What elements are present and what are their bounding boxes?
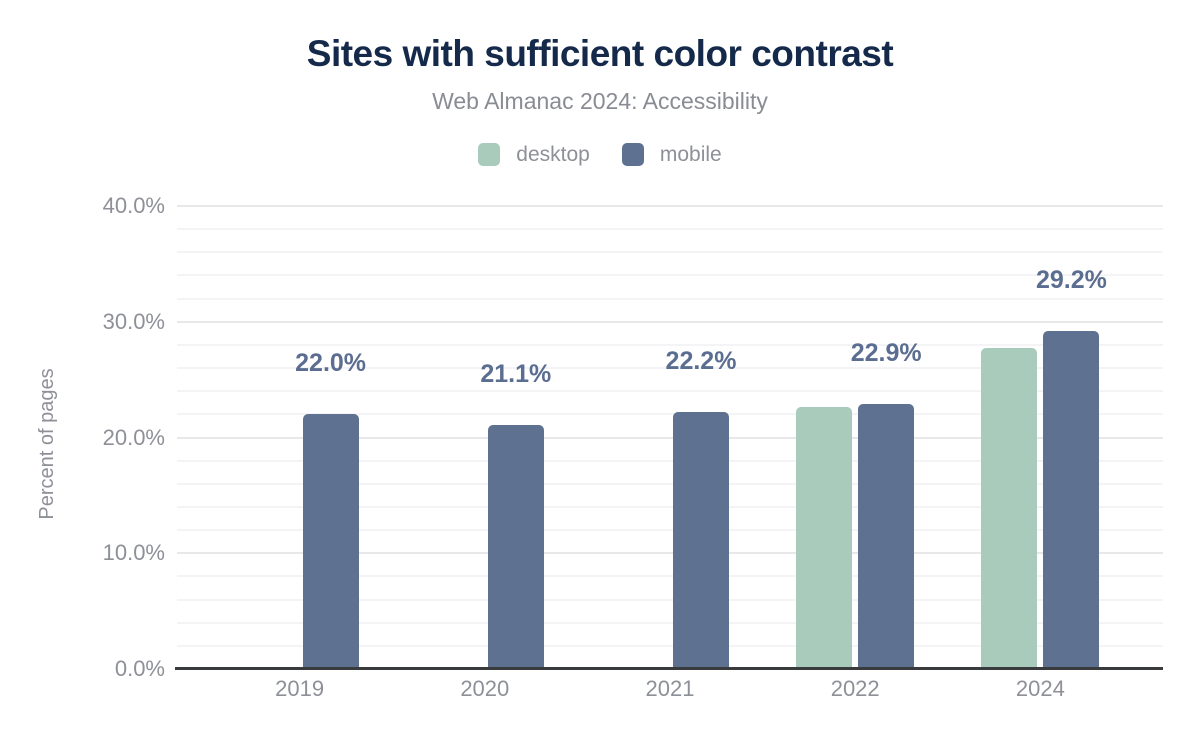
bar-mobile-2019 (302, 414, 359, 669)
bar-value-label-2021: 22.2% (665, 347, 737, 376)
minor-gridline (177, 343, 1163, 346)
major-gridline (177, 436, 1163, 439)
y-tick-label: 10.0% (102, 540, 165, 566)
bar-mobile-2022 (858, 403, 915, 669)
minor-gridline (177, 274, 1163, 277)
y-tick-label: 20.0% (102, 424, 165, 450)
legend-label-mobile: mobile (659, 143, 722, 166)
minor-gridline (177, 228, 1163, 231)
minor-gridline (177, 621, 1163, 624)
y-tick-label: 40.0% (102, 193, 165, 218)
minor-gridline (177, 505, 1163, 508)
minor-gridline (177, 644, 1163, 647)
bar-value-label-2024: 29.2% (1035, 266, 1107, 294)
legend-swatch-mobile-icon (621, 143, 644, 166)
minor-gridline (177, 367, 1163, 370)
x-tick-label-2024: 2024 (1015, 676, 1065, 701)
legend-label-desktop: desktop (516, 143, 590, 166)
bar-value-label-2020: 21.1% (480, 359, 552, 388)
major-gridline (177, 552, 1163, 555)
bar-value-label-2022: 22.9% (850, 338, 922, 367)
major-gridline (177, 320, 1163, 323)
y-tick-label: 30.0% (102, 308, 165, 334)
minor-gridline (177, 529, 1163, 532)
bar-desktop-2022 (796, 407, 853, 669)
bar-desktop-2024 (981, 348, 1038, 669)
bar-mobile-2021 (673, 412, 729, 669)
bar-value-label-2019: 22.0% (295, 349, 367, 378)
minor-gridline (177, 251, 1163, 254)
legend-item-mobile: mobile (621, 143, 722, 166)
chart-subtitle: Web Almanac 2024: Accessibility (432, 88, 768, 114)
legend: desktop mobile (0, 143, 1200, 166)
minor-gridline (177, 482, 1163, 485)
chart-title: Sites with sufficient color contrast (306, 33, 894, 74)
x-tick-label-2022: 2022 (830, 676, 880, 701)
major-gridline (177, 205, 1163, 207)
x-axis-line (175, 667, 1163, 670)
minor-gridline (177, 297, 1163, 300)
plot-area: 22.0% 2019 21.1% 2020 22.2% 2021 22.9% 2022 29.2… (177, 205, 1163, 701)
minor-gridline (177, 598, 1163, 601)
minor-gridline (177, 575, 1163, 578)
minor-gridline (177, 413, 1163, 416)
legend-item-desktop: desktop (478, 143, 590, 166)
legend-swatch-desktop-icon (478, 143, 501, 166)
x-tick-label-2021: 2021 (645, 676, 695, 701)
minor-gridline (177, 390, 1163, 393)
bar-mobile-2024 (1043, 331, 1100, 669)
x-tick-label-2019: 2019 (275, 676, 325, 701)
x-tick-label-2020: 2020 (460, 676, 510, 701)
minor-gridline (177, 459, 1163, 462)
bar-mobile-2020 (487, 424, 544, 669)
y-tick-label: 0.0% (114, 656, 165, 681)
